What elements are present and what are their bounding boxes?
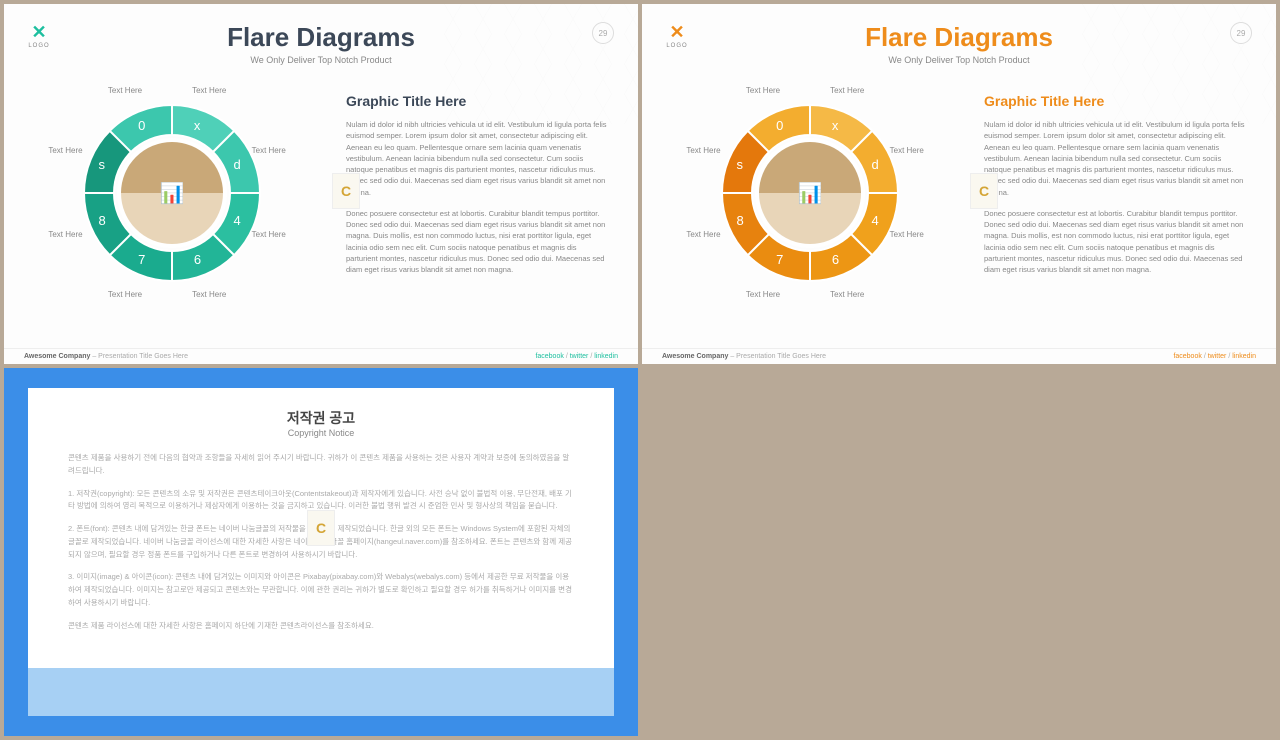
text-here-label: Text Here — [890, 230, 924, 239]
title-block: Flare Diagrams We Only Deliver Top Notch… — [50, 22, 592, 65]
flare-diagram: 📊 x d 4 6 7 8 s 0 Text Here Text Here Text Here Te… — [670, 93, 950, 313]
text-here-label: Text Here — [686, 230, 720, 239]
text-here-label: Text Here — [830, 290, 864, 299]
logo-text: LOGO — [28, 43, 49, 49]
slide-footer: Awesome Company – Presentation Title Goe… — [642, 348, 1276, 364]
text-here-label: Text Here — [108, 86, 142, 95]
text-here-label: Text Here — [890, 146, 924, 155]
slide-copyright: 저작권 공고 Copyright Notice 콘텐츠 제품을 사용하기 전에 … — [4, 368, 638, 736]
ring-center-image: 📊 — [759, 142, 861, 244]
text-here-label: Text Here — [746, 290, 780, 299]
subtitle: We Only Deliver Top Notch Product — [688, 55, 1230, 65]
ring-center: 📊 — [755, 138, 865, 248]
slide-grid: ✕ LOGO Flare Diagrams We Only Deliver To… — [0, 0, 1280, 740]
graphic-title: Graphic Title Here — [346, 93, 610, 109]
text-here-label: Text Here — [686, 146, 720, 155]
logo-text: LOGO — [666, 43, 687, 49]
copyright-title-kr: 저작권 공고 — [68, 408, 574, 428]
slide-teal: ✕ LOGO Flare Diagrams We Only Deliver To… — [4, 4, 638, 364]
ring-center: 📊 — [117, 138, 227, 248]
copyright-intro: 콘텐츠 제품을 사용하기 전에 다음의 협약과 조항들을 자세히 읽어 주시기 … — [68, 452, 574, 478]
empty-cell — [642, 368, 1276, 736]
subtitle: We Only Deliver Top Notch Product — [50, 55, 592, 65]
social-links: facebook / twitter / linkedin — [535, 353, 618, 360]
main-title: Flare Diagrams — [688, 22, 1230, 53]
paragraph-2: Donec posuere consectetur est at loborti… — [984, 208, 1248, 276]
paragraph-2: Donec posuere consectetur est at loborti… — [346, 208, 610, 276]
slide-footer: Awesome Company – Presentation Title Goe… — [4, 348, 638, 364]
segment-label: d — [233, 157, 240, 172]
segment-label: 4 — [233, 213, 240, 228]
segment-label: s — [99, 157, 106, 172]
content-column: Graphic Title Here Nulam id dolor id nib… — [336, 93, 610, 313]
cert-badge: C — [332, 173, 360, 209]
text-here-label: Text Here — [252, 146, 286, 155]
segment-label: 0 — [138, 118, 145, 133]
text-here-label: Text Here — [192, 86, 226, 95]
graphic-title: Graphic Title Here — [984, 93, 1248, 109]
segment-label: x — [832, 118, 839, 133]
linkedin-link[interactable]: linkedin — [1232, 353, 1256, 360]
logo-icon: ✕ — [31, 22, 46, 43]
segment-label: 6 — [832, 252, 839, 267]
cert-badge: C — [307, 510, 335, 546]
copyright-panel: 저작권 공고 Copyright Notice 콘텐츠 제품을 사용하기 전에 … — [28, 388, 614, 668]
segment-label: 8 — [737, 213, 744, 228]
slide-header: ✕ LOGO Flare Diagrams We Only Deliver To… — [642, 4, 1276, 73]
segment-label: 0 — [776, 118, 783, 133]
linkedin-link[interactable]: linkedin — [594, 353, 618, 360]
text-here-label: Text Here — [48, 230, 82, 239]
facebook-link[interactable]: facebook — [1173, 353, 1201, 360]
segment-label: 8 — [99, 213, 106, 228]
copyright-outro: 콘텐츠 제품 라이선스에 대한 자세한 사항은 홈페이지 하단에 기재한 콘텐츠… — [68, 620, 574, 633]
slide-body: 📊 x d 4 6 7 8 s 0 Text Here Text Here Text Here Te… — [4, 73, 638, 313]
segment-label: 7 — [138, 252, 145, 267]
content-column: Graphic Title Here Nulam id dolor id nib… — [974, 93, 1248, 313]
text-here-label: Text Here — [192, 290, 226, 299]
slide-orange: ✕ LOGO Flare Diagrams We Only Deliver To… — [642, 4, 1276, 364]
copyright-lower-bar — [28, 668, 614, 716]
slide-header: ✕ LOGO Flare Diagrams We Only Deliver To… — [4, 4, 638, 73]
text-here-label: Text Here — [48, 146, 82, 155]
segment-label: 7 — [776, 252, 783, 267]
slide-body: 📊 x d 4 6 7 8 s 0 Text Here Text Here Text Here Te… — [642, 73, 1276, 313]
footer-left: Awesome Company – Presentation Title Goe… — [24, 353, 188, 360]
cert-badge: C — [970, 173, 998, 209]
segment-label: s — [737, 157, 744, 172]
copyright-p3: 3. 이미지(image) & 아이콘(icon): 콘텐츠 내에 담겨있는 이… — [68, 571, 574, 609]
main-title: Flare Diagrams — [50, 22, 592, 53]
segment-label: x — [194, 118, 201, 133]
logo: ✕ LOGO — [28, 22, 50, 44]
social-links: facebook / twitter / linkedin — [1173, 353, 1256, 360]
twitter-link[interactable]: twitter — [1208, 353, 1227, 360]
page-number: 29 — [592, 22, 614, 44]
page-number: 29 — [1230, 22, 1252, 44]
facebook-link[interactable]: facebook — [535, 353, 563, 360]
text-here-label: Text Here — [746, 86, 780, 95]
paragraph-1: Nulam id dolor id nibh ultricies vehicul… — [346, 119, 610, 198]
segment-label: d — [871, 157, 878, 172]
title-block: Flare Diagrams We Only Deliver Top Notch… — [688, 22, 1230, 65]
twitter-link[interactable]: twitter — [570, 353, 589, 360]
copyright-title-en: Copyright Notice — [68, 428, 574, 438]
segment-label: 6 — [194, 252, 201, 267]
text-here-label: Text Here — [252, 230, 286, 239]
segment-label: 4 — [871, 213, 878, 228]
flare-diagram: 📊 x d 4 6 7 8 s 0 Text Here Text Here Text Here Te… — [32, 93, 312, 313]
logo: ✕ LOGO — [666, 22, 688, 44]
paragraph-1: Nulam id dolor id nibh ultricies vehicul… — [984, 119, 1248, 198]
ring-center-image: 📊 — [121, 142, 223, 244]
logo-icon: ✕ — [669, 22, 684, 43]
footer-left: Awesome Company – Presentation Title Goe… — [662, 353, 826, 360]
text-here-label: Text Here — [830, 86, 864, 95]
text-here-label: Text Here — [108, 290, 142, 299]
